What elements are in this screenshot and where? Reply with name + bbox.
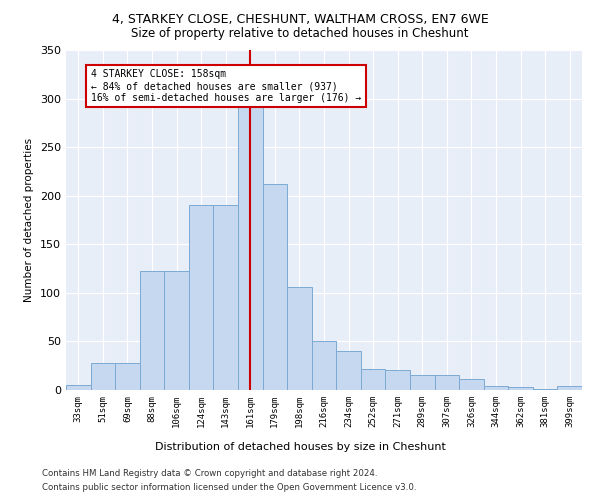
Bar xyxy=(263,184,287,390)
Bar xyxy=(385,370,410,390)
Bar xyxy=(484,386,508,390)
Bar xyxy=(533,389,557,390)
Bar xyxy=(115,363,140,390)
Bar xyxy=(508,387,533,390)
Bar xyxy=(434,376,459,390)
Bar xyxy=(557,386,582,390)
Bar xyxy=(164,272,189,390)
Text: Contains HM Land Registry data © Crown copyright and database right 2024.: Contains HM Land Registry data © Crown c… xyxy=(42,468,377,477)
Bar xyxy=(361,368,385,390)
Text: Contains public sector information licensed under the Open Government Licence v3: Contains public sector information licen… xyxy=(42,484,416,492)
Bar xyxy=(140,272,164,390)
Bar xyxy=(287,287,312,390)
Bar xyxy=(214,206,238,390)
Bar xyxy=(66,385,91,390)
Bar xyxy=(189,206,214,390)
Text: Size of property relative to detached houses in Cheshunt: Size of property relative to detached ho… xyxy=(131,28,469,40)
Bar xyxy=(336,351,361,390)
Bar xyxy=(312,342,336,390)
Bar xyxy=(91,363,115,390)
Y-axis label: Number of detached properties: Number of detached properties xyxy=(25,138,34,302)
Text: 4, STARKEY CLOSE, CHESHUNT, WALTHAM CROSS, EN7 6WE: 4, STARKEY CLOSE, CHESHUNT, WALTHAM CROS… xyxy=(112,12,488,26)
Bar xyxy=(459,380,484,390)
Text: 4 STARKEY CLOSE: 158sqm
← 84% of detached houses are smaller (937)
16% of semi-d: 4 STARKEY CLOSE: 158sqm ← 84% of detache… xyxy=(91,70,361,102)
Bar xyxy=(410,376,434,390)
Bar xyxy=(238,104,263,390)
Text: Distribution of detached houses by size in Cheshunt: Distribution of detached houses by size … xyxy=(155,442,445,452)
